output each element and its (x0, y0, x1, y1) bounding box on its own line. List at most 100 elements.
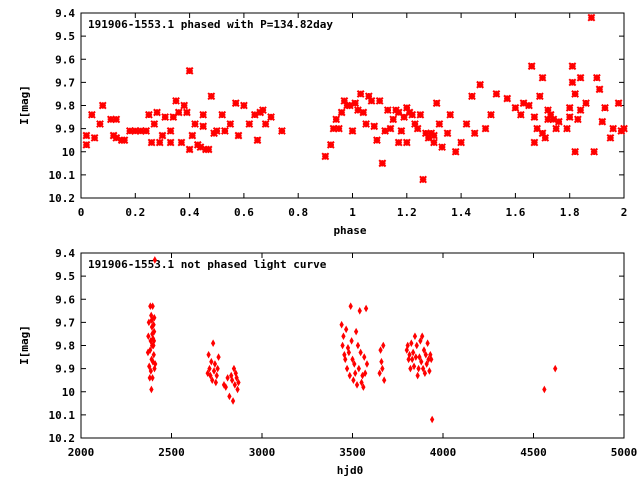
data-point (172, 96, 180, 105)
data-point (422, 369, 428, 378)
data-point (416, 364, 421, 373)
data-point (125, 127, 134, 135)
x-tick-label: 1.6 (505, 206, 525, 219)
data-point (462, 120, 471, 128)
data-point (340, 341, 345, 350)
data-point (530, 113, 539, 121)
data-point (151, 341, 156, 350)
data-point (373, 136, 381, 145)
data-point (492, 90, 501, 98)
data-point (424, 133, 433, 142)
data-point (142, 127, 151, 135)
data-point (381, 341, 386, 350)
data-point (544, 106, 552, 115)
data-point (321, 152, 330, 161)
data-point (236, 378, 241, 387)
data-point (573, 115, 582, 124)
data-point (231, 99, 240, 108)
x-tick-label: 1.8 (560, 206, 580, 219)
data-point (435, 120, 444, 128)
data-point (169, 113, 178, 121)
data-point (420, 364, 426, 373)
data-point (146, 318, 152, 327)
bottom-plot-frame (80, 252, 625, 439)
data-point (215, 364, 220, 373)
data-point (356, 90, 365, 98)
x-tick-label: 0 (78, 206, 85, 219)
data-point (185, 145, 194, 154)
data-point (152, 256, 157, 264)
data-point (411, 120, 419, 128)
data-point (166, 138, 175, 147)
data-point (158, 131, 167, 140)
data-point (196, 143, 205, 152)
data-point (231, 364, 237, 373)
data-point (400, 113, 408, 121)
y-tick-label: 9.6 (55, 293, 75, 306)
data-point (146, 332, 151, 341)
data-point (519, 99, 528, 108)
data-point (451, 147, 460, 156)
data-point (416, 110, 425, 119)
data-point (354, 380, 360, 389)
data-point (470, 129, 479, 138)
data-point (363, 369, 368, 378)
data-point (207, 364, 212, 373)
x-tick-label: 0.6 (234, 206, 254, 219)
data-point (261, 120, 270, 128)
data-point (421, 129, 430, 138)
data-point (516, 110, 525, 119)
data-point (410, 348, 416, 357)
y-tick-label: 9.9 (55, 123, 75, 136)
data-point (234, 374, 239, 382)
data-point (430, 131, 438, 140)
data-point (620, 124, 628, 133)
bottom-x-axis: 2000 2500 3000 3500 4000 4500 5000 (68, 253, 637, 459)
data-point (394, 138, 403, 147)
bottom-y-axis: 9.4 9.5 9.6 9.7 9.8 9.9 10 10.1 10.2 (49, 247, 624, 445)
data-point (406, 355, 411, 364)
data-point (150, 302, 155, 310)
data-point (212, 360, 218, 368)
data-point (411, 362, 417, 371)
data-point (563, 124, 571, 133)
y-tick-label: 10.2 (49, 192, 76, 205)
data-point (185, 66, 194, 75)
data-point (430, 138, 438, 147)
data-point (359, 378, 364, 387)
data-point (404, 346, 409, 354)
data-point (348, 302, 353, 310)
data-point (546, 110, 555, 119)
data-point (353, 327, 359, 336)
data-point (552, 124, 561, 133)
x-tick-label: 0.8 (288, 206, 308, 219)
data-point (226, 120, 235, 128)
data-point (402, 103, 411, 112)
data-point (153, 108, 161, 117)
data-point (402, 138, 411, 147)
data-point (166, 127, 175, 135)
x-tick-label: 0.2 (125, 206, 145, 219)
data-point (412, 332, 418, 341)
data-point (151, 350, 156, 359)
y-tick-label: 9.8 (55, 100, 75, 113)
data-point (343, 355, 348, 364)
data-point (377, 369, 382, 378)
data-point (443, 129, 452, 138)
top-x-axis-label: phase (333, 224, 366, 237)
data-point (364, 92, 373, 101)
data-point (598, 117, 607, 126)
data-point (354, 106, 362, 115)
data-point (429, 415, 435, 424)
data-point (87, 110, 96, 119)
data-point (335, 124, 343, 133)
data-point (150, 357, 156, 366)
data-point (250, 110, 259, 119)
data-point (218, 110, 227, 119)
data-point (150, 120, 159, 128)
x-tick-label: 3500 (339, 446, 366, 459)
data-point (211, 367, 217, 375)
bottom-chart-title: 191906-1553.1 not phased light curve (88, 258, 327, 271)
data-point (380, 364, 385, 373)
x-tick-label: 1 (349, 206, 356, 219)
